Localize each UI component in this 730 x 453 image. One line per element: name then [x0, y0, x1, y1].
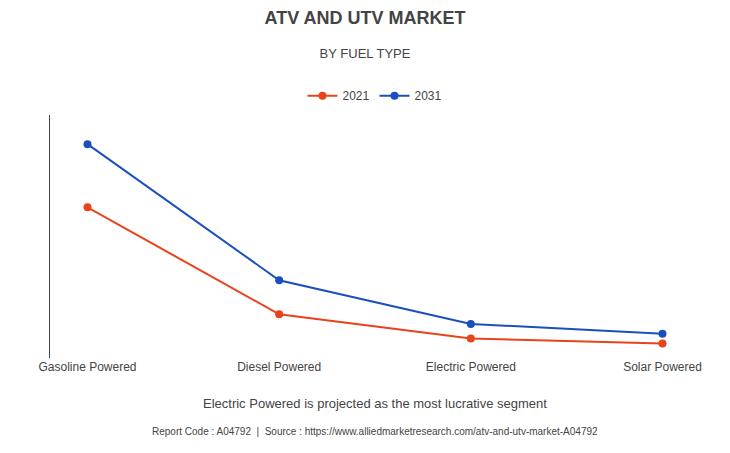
svg-text:BY FUEL TYPE: BY FUEL TYPE: [320, 46, 411, 61]
svg-text:Electric Powered: Electric Powered: [426, 360, 516, 374]
svg-text:Report Code : A04792 | Sourc: Report Code : A04792 | Source : https://…: [152, 426, 598, 437]
svg-text:Solar Powered: Solar Powered: [623, 360, 702, 374]
svg-text:2031: 2031: [415, 89, 442, 103]
svg-text:ATV AND UTV MARKET: ATV AND UTV MARKET: [265, 8, 466, 28]
svg-text:Electric Powered is projected: Electric Powered is projected as the mos…: [203, 396, 547, 411]
svg-text:Diesel Powered: Diesel Powered: [237, 360, 321, 374]
svg-text:Gasoline Powered: Gasoline Powered: [38, 360, 136, 374]
svg-text:2021: 2021: [343, 89, 370, 103]
